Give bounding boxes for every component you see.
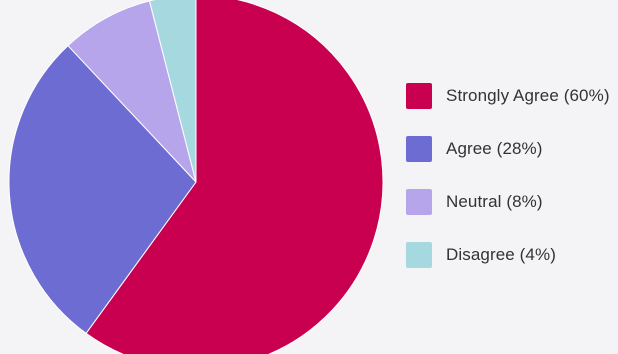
legend-swatch-disagree	[406, 242, 432, 268]
pie-slice-disagree	[148, 0, 197, 183]
legend-swatch-agree	[406, 136, 432, 162]
pie-slice-agree	[8, 44, 197, 334]
legend-label-neutral: Neutral (8%)	[446, 192, 543, 211]
legend-label-strongly-agree: Strongly Agree (60%)	[446, 86, 610, 105]
legend-label-disagree: Disagree (4%)	[446, 245, 556, 264]
pie-slice-neutral	[67, 0, 197, 183]
legend-item-neutral: Neutral (8%)	[406, 187, 616, 217]
pie-slice-strongly-agree	[85, 0, 384, 354]
legend-item-disagree: Disagree (4%)	[406, 240, 616, 270]
legend-item-agree: Agree (28%)	[406, 134, 616, 164]
legend-swatch-neutral	[406, 189, 432, 215]
legend-swatch-strongly-agree	[406, 83, 432, 109]
legend-item-strongly-agree: Strongly Agree (60%)	[406, 81, 616, 111]
chart-legend: Strongly Agree (60%) Agree (28%) Neutral…	[406, 81, 616, 293]
legend-label-agree: Agree (28%)	[446, 139, 543, 158]
